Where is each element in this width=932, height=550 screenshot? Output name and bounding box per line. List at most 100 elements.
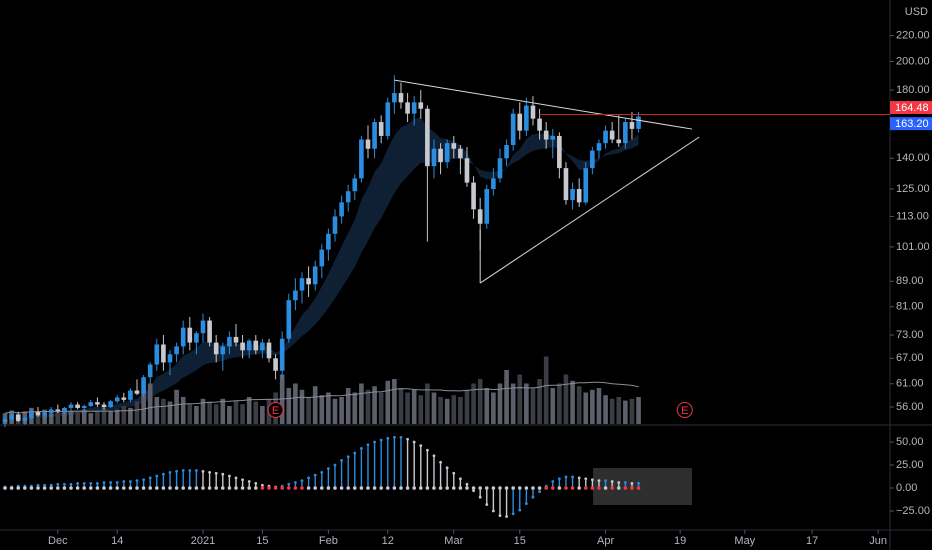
squeeze-dot (583, 486, 588, 490)
volume-bar (517, 374, 523, 424)
candle-body (326, 233, 331, 250)
y-tick-label: 73.00 (896, 329, 924, 341)
osc-head (439, 460, 442, 464)
y-tick-label: 67.00 (896, 352, 924, 364)
osc-head (551, 480, 555, 483)
candle-body (55, 409, 61, 411)
volume-bar (418, 395, 424, 424)
candle-body (477, 209, 483, 224)
candle-body (392, 93, 397, 103)
candle-body (609, 130, 615, 140)
squeeze-dot (267, 486, 271, 490)
osc-head (307, 476, 310, 480)
volume-bar (180, 397, 186, 424)
event-marker (267, 402, 284, 418)
osc-head (89, 481, 93, 485)
volume-bar (471, 383, 476, 424)
osc-head (597, 479, 601, 483)
price-tag (890, 101, 932, 115)
osc-head (379, 438, 383, 442)
candle-body (147, 364, 153, 378)
candle-body (378, 122, 384, 136)
volume-bar (623, 400, 628, 424)
squeeze-dot (557, 486, 562, 490)
osc-head (485, 503, 489, 506)
osc-head (452, 471, 456, 475)
osc-tick-label: −25.00 (896, 505, 930, 517)
squeeze-dot (187, 486, 192, 490)
candle-body (29, 411, 34, 418)
osc-head (214, 471, 218, 475)
candle-body (405, 102, 410, 114)
candle-body (537, 118, 542, 131)
volume-bar (504, 370, 509, 424)
candle-body (227, 336, 232, 347)
osc-head (122, 480, 126, 483)
osc-head (518, 508, 522, 512)
volume-bar (636, 397, 641, 424)
trend-line (394, 79, 693, 130)
volume-average (4, 381, 639, 414)
squeeze-dot (484, 486, 489, 490)
volume-bar (570, 380, 575, 424)
candle-body (385, 102, 391, 136)
volume-bar (378, 392, 384, 424)
candle-body (563, 168, 569, 201)
squeeze-dot (227, 486, 232, 490)
squeeze-dot (603, 486, 608, 490)
osc-head (320, 470, 324, 474)
candle-body (88, 402, 94, 407)
volume-bar (293, 383, 298, 424)
candle-body (319, 249, 325, 267)
volume-bar (101, 407, 107, 424)
volume-bar (530, 388, 536, 424)
volume-bar (431, 392, 437, 424)
squeeze-dot (115, 486, 120, 490)
squeeze-dot (260, 486, 265, 490)
volume-bar (95, 410, 100, 424)
osc-head (188, 469, 192, 472)
osc-head (135, 479, 139, 483)
volume-bar (75, 412, 80, 424)
volume-bar (563, 374, 569, 424)
volume-bar (207, 401, 212, 424)
volume-bar (557, 383, 562, 424)
osc-head (465, 482, 469, 486)
y-tick-label: 140.00 (896, 152, 930, 164)
price-tag-label: 163.20 (895, 118, 929, 130)
squeeze-dot (75, 486, 80, 490)
volume-bar (167, 401, 173, 424)
osc-head (102, 481, 106, 484)
osc-head (432, 454, 436, 458)
volume-bar (319, 395, 325, 424)
volume-bar (194, 406, 199, 424)
squeeze-dot (570, 486, 575, 490)
squeeze-dot (9, 486, 14, 490)
volume-bar (81, 409, 87, 424)
volume-bar (339, 397, 344, 424)
osc-head (524, 502, 528, 506)
candle-body (128, 390, 133, 400)
candle-body (200, 320, 206, 334)
osc-head (340, 458, 343, 462)
volume-bar (240, 404, 245, 424)
squeeze-dot (352, 486, 357, 490)
squeeze-dot (23, 486, 27, 490)
candle-body (134, 390, 140, 394)
squeeze-dot (359, 486, 364, 490)
squeeze-dot (168, 486, 172, 490)
x-tick-label: 12 (382, 535, 394, 547)
osc-head (69, 482, 73, 486)
x-tick-label: 2021 (191, 535, 215, 547)
candle-body (2, 419, 8, 422)
squeeze-dot (220, 486, 225, 490)
volume-bar (425, 383, 430, 424)
y-tick-label: 89.00 (896, 275, 924, 287)
osc-head (254, 481, 258, 485)
candle-body (194, 333, 199, 343)
candle-body (570, 189, 575, 201)
volume-bar (62, 408, 67, 424)
osc-head (129, 480, 132, 483)
volume-bar (458, 397, 463, 424)
